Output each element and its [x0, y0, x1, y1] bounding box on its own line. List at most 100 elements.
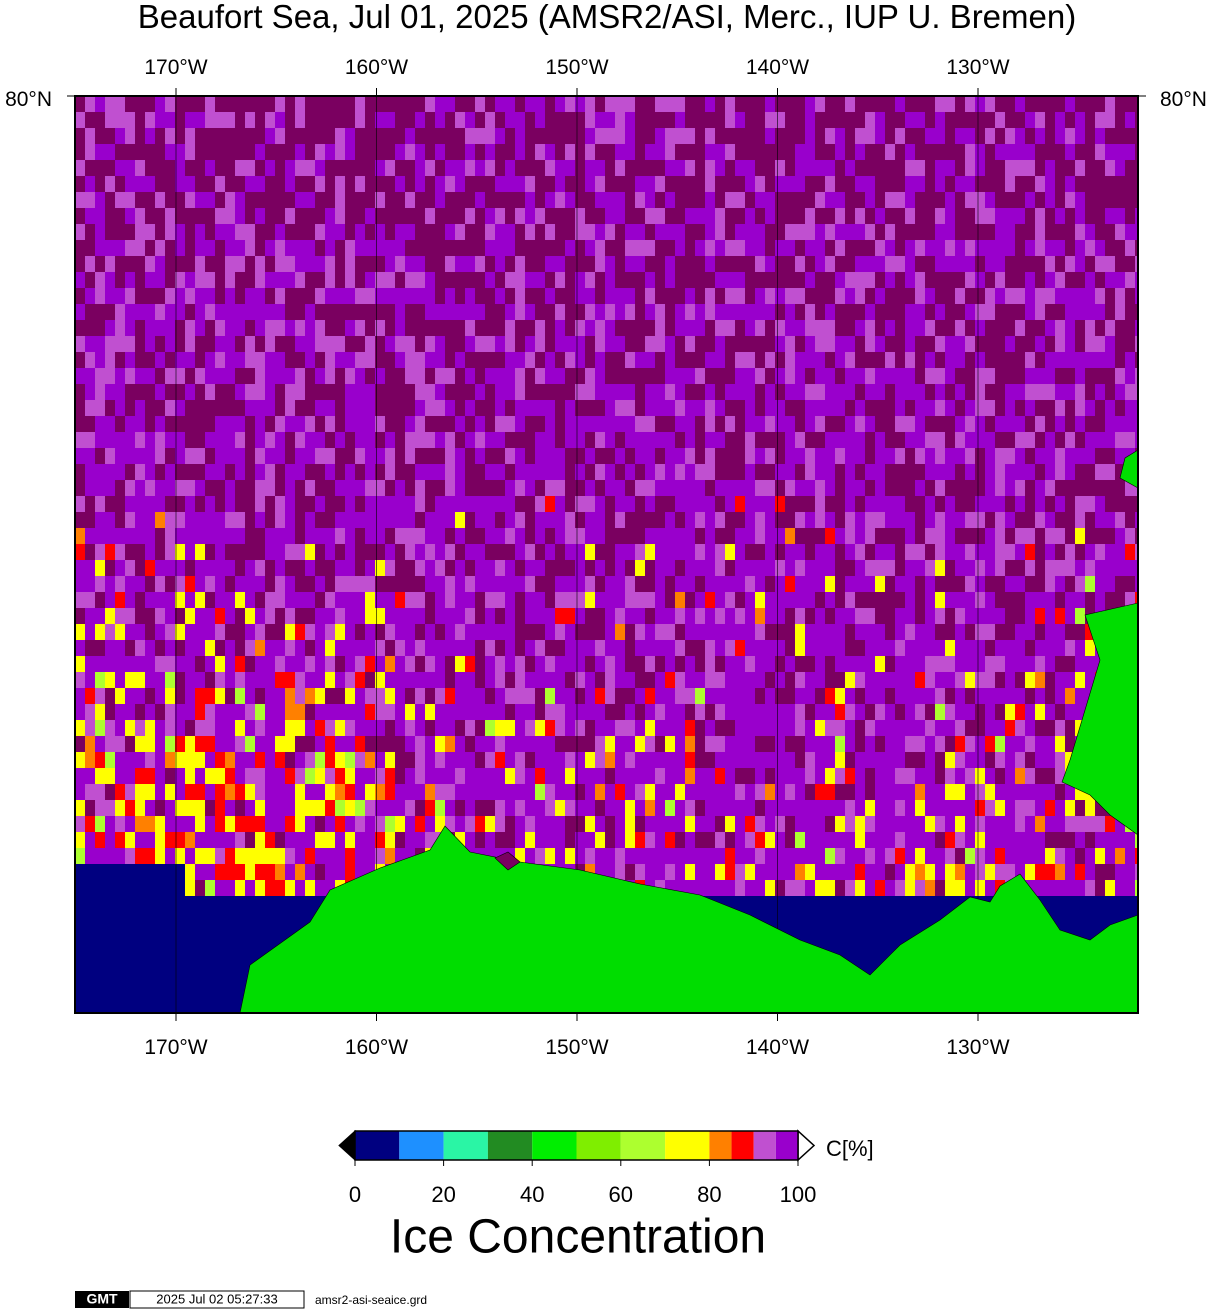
- cell: [535, 208, 545, 224]
- cell: [305, 400, 315, 416]
- cell: [195, 144, 205, 160]
- cell: [745, 608, 755, 624]
- cell: [985, 512, 995, 528]
- cell: [105, 176, 115, 192]
- cell: [555, 160, 565, 176]
- cell: [955, 448, 965, 464]
- cell: [365, 768, 375, 784]
- cell: [675, 416, 685, 432]
- cell: [165, 640, 175, 656]
- cell: [285, 256, 295, 272]
- cell: [765, 416, 775, 432]
- cell: [435, 288, 445, 304]
- cell: [495, 192, 505, 208]
- cell: [375, 752, 385, 768]
- cell: [795, 480, 805, 496]
- cell: [85, 352, 95, 368]
- cell: [915, 160, 925, 176]
- cell: [315, 560, 325, 576]
- cell: [355, 96, 365, 112]
- cell: [695, 384, 705, 400]
- cell: [925, 400, 935, 416]
- cell: [805, 96, 815, 112]
- cell: [495, 720, 505, 736]
- cell: [335, 656, 345, 672]
- cell: [685, 768, 695, 784]
- cell: [775, 672, 785, 688]
- cell: [375, 768, 385, 784]
- cell: [915, 320, 925, 336]
- cell: [165, 768, 175, 784]
- cell: [255, 144, 265, 160]
- cell: [315, 720, 325, 736]
- cell: [135, 384, 145, 400]
- cell: [1065, 512, 1075, 528]
- cell: [825, 224, 835, 240]
- cell: [765, 672, 775, 688]
- cell: [925, 768, 935, 784]
- cell: [815, 384, 825, 400]
- cell: [835, 304, 845, 320]
- cell: [75, 272, 85, 288]
- cell: [815, 224, 825, 240]
- cell: [395, 496, 405, 512]
- cell: [415, 752, 425, 768]
- cell: [415, 720, 425, 736]
- cell: [655, 432, 665, 448]
- cell: [445, 272, 455, 288]
- cell: [1035, 240, 1045, 256]
- cell: [375, 160, 385, 176]
- cell: [545, 112, 555, 128]
- cell: [635, 752, 645, 768]
- cell: [995, 288, 1005, 304]
- cell: [495, 608, 505, 624]
- cell: [555, 352, 565, 368]
- cell: [225, 240, 235, 256]
- cell: [1125, 272, 1135, 288]
- cell: [105, 464, 115, 480]
- cell: [505, 304, 515, 320]
- cell: [335, 704, 345, 720]
- cell: [845, 128, 855, 144]
- cell: [1125, 592, 1135, 608]
- cell: [465, 368, 475, 384]
- cell: [865, 432, 875, 448]
- cell: [535, 704, 545, 720]
- cell: [1025, 224, 1035, 240]
- cell: [895, 224, 905, 240]
- cell: [195, 368, 205, 384]
- cell: [765, 304, 775, 320]
- cell: [995, 544, 1005, 560]
- cell: [1095, 352, 1105, 368]
- cell: [665, 176, 675, 192]
- cell: [195, 464, 205, 480]
- cell: [415, 448, 425, 464]
- cell: [375, 816, 385, 832]
- cell: [775, 288, 785, 304]
- cell: [925, 256, 935, 272]
- cell: [795, 640, 805, 656]
- cell: [245, 816, 255, 832]
- cell: [165, 704, 175, 720]
- cell: [425, 640, 435, 656]
- cell: [685, 384, 695, 400]
- cell: [695, 656, 705, 672]
- cell: [865, 160, 875, 176]
- cell: [275, 608, 285, 624]
- cell: [795, 592, 805, 608]
- cell: [1035, 288, 1045, 304]
- cell: [735, 384, 745, 400]
- cell: [785, 784, 795, 800]
- cell: [465, 304, 475, 320]
- cell: [265, 176, 275, 192]
- cell: [845, 368, 855, 384]
- cell: [1105, 336, 1115, 352]
- cell: [375, 320, 385, 336]
- cell: [1045, 416, 1055, 432]
- cell: [315, 592, 325, 608]
- cell: [485, 576, 495, 592]
- cell: [505, 592, 515, 608]
- cell: [735, 464, 745, 480]
- cell: [405, 800, 415, 816]
- cell: [235, 768, 245, 784]
